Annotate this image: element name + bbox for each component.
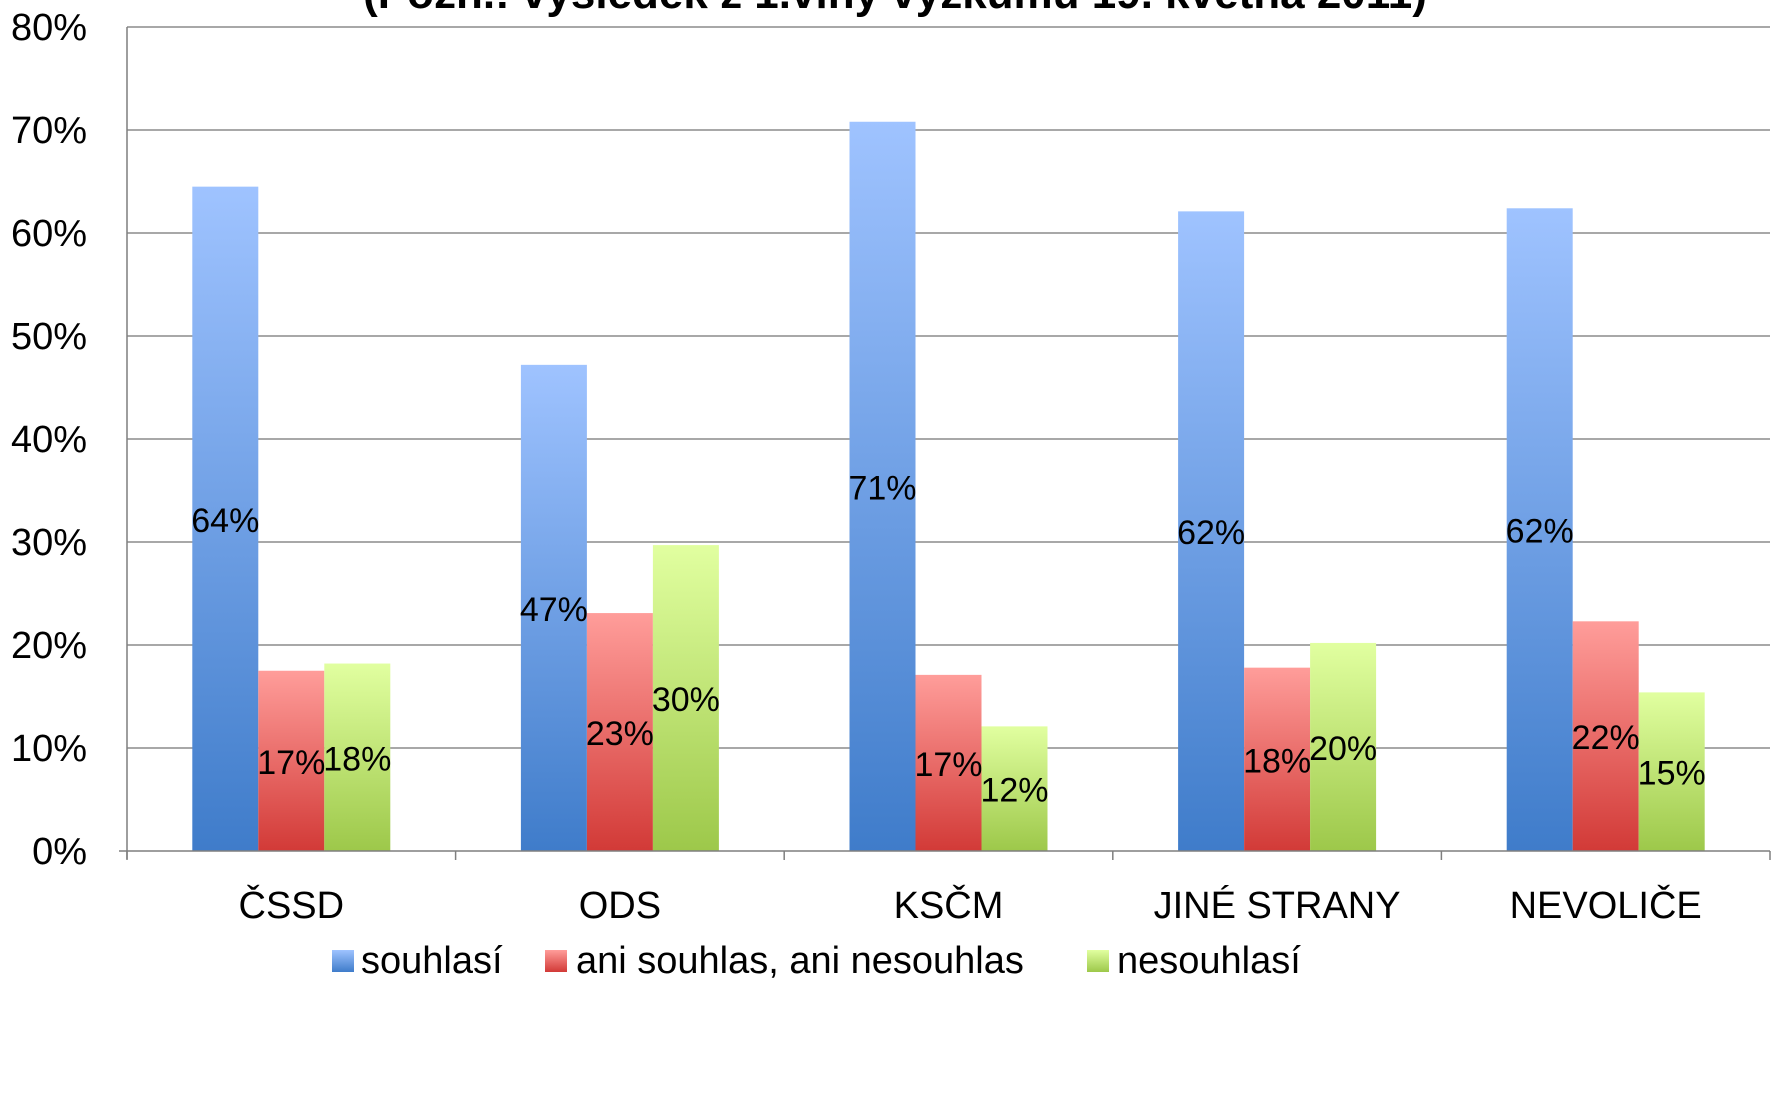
data-label: 20% <box>1309 730 1377 768</box>
x-category-label: ODS <box>579 885 661 927</box>
y-tick-label: 40% <box>11 419 87 461</box>
legend-label: nesouhlasí <box>1117 940 1301 982</box>
y-tick-label: 80% <box>11 7 87 49</box>
bar-souhlasi <box>520 364 587 851</box>
bar-ani-souhlas-ani-nesouhlas <box>258 670 325 851</box>
bars <box>192 121 1705 851</box>
gridlines <box>127 26 1770 749</box>
y-tick-label: 60% <box>11 213 87 255</box>
x-category-label: ČSSD <box>239 883 345 927</box>
chart-title: (Pozn.: výsledek z 1.vlny výzkumu 19. kv… <box>363 0 1427 18</box>
y-tick-label: 50% <box>11 316 87 358</box>
y-tick-label: 20% <box>11 625 87 667</box>
data-label: 23% <box>586 715 654 753</box>
bar-ani-souhlas-ani-nesouhlas <box>1572 621 1639 851</box>
legend-swatch <box>545 950 567 972</box>
data-label: 17% <box>914 746 982 784</box>
bar-souhlasi <box>1178 211 1245 851</box>
bar-nesouhlasi <box>1638 692 1705 851</box>
data-label: 71% <box>848 469 916 507</box>
legend-label: ani souhlas, ani nesouhlas <box>576 940 1024 982</box>
data-label: 15% <box>1638 755 1706 793</box>
data-label: 47% <box>520 591 588 629</box>
bar-nesouhlasi <box>981 726 1048 851</box>
bar-nesouhlasi <box>652 545 719 851</box>
bar-souhlasi <box>1506 208 1573 851</box>
bar-ani-souhlas-ani-nesouhlas <box>915 674 982 851</box>
data-label: 62% <box>1177 514 1245 552</box>
data-labels: 64%17%18%47%23%30%71%17%12%62%18%20%62%2… <box>191 469 1705 809</box>
legend: souhlasí ani souhlas, ani nesouhlas nesouh… <box>332 940 1301 982</box>
data-label: 64% <box>191 502 259 540</box>
data-label: 62% <box>1506 513 1574 551</box>
y-tick-label: 0% <box>32 831 87 873</box>
legend-swatch <box>332 950 354 972</box>
bar-nesouhlasi <box>324 663 391 851</box>
axes: 0% 10% 20% 30% 40% 50% 60% 70% 80% ČSSD ODS KSČM JIN… <box>11 7 1771 927</box>
bar-ani-souhlas-ani-nesouhlas <box>586 613 653 851</box>
data-label: 18% <box>323 740 391 778</box>
legend-label: souhlasí <box>361 940 503 982</box>
legend-swatch <box>1087 950 1109 972</box>
data-label: 18% <box>1243 742 1311 780</box>
data-label: 22% <box>1572 719 1640 757</box>
x-category-label: NEVOLIČE <box>1510 883 1702 927</box>
bar-souhlasi <box>849 121 916 851</box>
bar-ani-souhlas-ani-nesouhlas <box>1244 667 1311 851</box>
x-category-label: JINÉ STRANY <box>1154 884 1401 927</box>
data-label: 30% <box>652 681 720 719</box>
data-label: 12% <box>980 772 1048 810</box>
x-category-label: KSČM <box>894 883 1004 927</box>
bar-souhlasi <box>192 186 259 851</box>
bar-nesouhlasi <box>1310 642 1377 851</box>
y-tick-label: 70% <box>11 110 87 152</box>
y-tick-label: 10% <box>11 728 87 770</box>
y-tick-label: 30% <box>11 522 87 564</box>
data-label: 17% <box>257 744 325 782</box>
